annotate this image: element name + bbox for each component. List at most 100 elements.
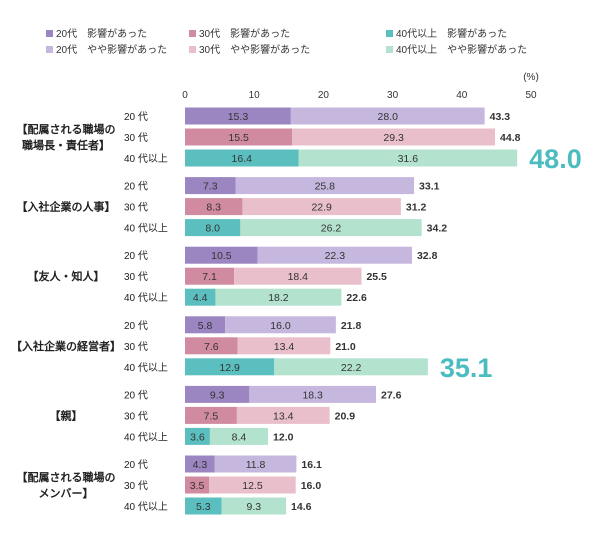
bar-somewhat-label: 13.4 bbox=[274, 341, 295, 353]
age-label: 30 代 bbox=[124, 271, 148, 283]
age-label: 20 代 bbox=[124, 320, 148, 332]
bar-group: 【入社企業の経営者】20 代 5.8 16.0 21.8 30 代 7.6 13.4 21.0… bbox=[11, 316, 492, 383]
bar-affected bbox=[185, 427, 210, 445]
group-label: 【配属される職場の bbox=[17, 470, 116, 484]
bar-affected-label: 5.3 bbox=[196, 501, 211, 513]
bar-somewhat bbox=[298, 149, 518, 167]
bar-affected bbox=[185, 198, 243, 216]
x-tick-label: 50 bbox=[525, 90, 537, 101]
legend: 20代 影響があった 30代 影響があった 40代以上 影響があった 20代 やや影響… bbox=[46, 27, 527, 56]
group-label: 【入社企業の人事】 bbox=[17, 200, 116, 214]
bar-somewhat-label: 28.0 bbox=[378, 111, 399, 123]
bar-affected-label: 10.5 bbox=[211, 250, 232, 262]
legend-swatch bbox=[386, 30, 393, 37]
bar-somewhat-label: 25.8 bbox=[315, 181, 336, 193]
bar-somewhat-label: 29.3 bbox=[383, 132, 404, 144]
total-label: 32.8 bbox=[417, 250, 438, 262]
bar-affected-label: 15.5 bbox=[228, 132, 249, 144]
bar-somewhat-label: 18.2 bbox=[268, 292, 289, 304]
bar-affected bbox=[185, 455, 215, 473]
total-label-highlight: 48.0 bbox=[529, 144, 582, 174]
bar-affected-label: 9.3 bbox=[210, 389, 225, 401]
total-label: 33.1 bbox=[419, 181, 440, 193]
bar-somewhat-label: 13.4 bbox=[273, 410, 294, 422]
bar-affected bbox=[185, 406, 237, 424]
age-label: 40 代以上 bbox=[124, 501, 168, 513]
age-label: 20 代 bbox=[124, 459, 148, 471]
unit-label: (%) bbox=[523, 72, 539, 83]
bar-affected-label: 5.8 bbox=[198, 320, 213, 332]
legend-swatch bbox=[46, 46, 53, 53]
age-label: 40 代以上 bbox=[124, 292, 168, 304]
age-label: 20 代 bbox=[124, 181, 148, 193]
bar-affected-label: 7.1 bbox=[202, 271, 217, 283]
x-tick-label: 40 bbox=[456, 90, 468, 101]
bar-somewhat bbox=[209, 427, 269, 445]
total-label: 34.2 bbox=[427, 223, 448, 235]
total-label: 14.6 bbox=[291, 501, 312, 513]
bar-somewhat bbox=[209, 476, 296, 494]
bar-somewhat bbox=[274, 358, 428, 376]
bar-affected bbox=[185, 288, 216, 306]
bar-affected-label: 4.3 bbox=[193, 459, 208, 471]
bar-group: 【友人・知人】 20 代 10.5 22.3 32.8 30 代 7.1 18.4 25.5 40… bbox=[28, 246, 438, 306]
bar-somewhat bbox=[234, 267, 362, 285]
bar-affected bbox=[185, 497, 222, 515]
group-label: 【友人・知人】 bbox=[28, 269, 105, 283]
age-label: 20 代 bbox=[124, 111, 148, 123]
bar-affected bbox=[185, 177, 236, 195]
bar-somewhat-label: 31.6 bbox=[398, 153, 419, 165]
bar-somewhat bbox=[221, 497, 287, 515]
total-label: 16.1 bbox=[301, 459, 322, 471]
bar-affected bbox=[185, 337, 238, 355]
total-label: 44.8 bbox=[500, 132, 521, 144]
legend-label: 40代以上 やや影響があった bbox=[396, 43, 527, 56]
total-label: 12.0 bbox=[273, 431, 294, 443]
bar-affected bbox=[185, 385, 250, 403]
bar-affected bbox=[185, 246, 258, 264]
total-label: 21.0 bbox=[335, 341, 356, 353]
bar-somewhat-label: 26.2 bbox=[321, 223, 342, 235]
bar-affected-label: 8.3 bbox=[206, 202, 221, 214]
legend-label: 30代 やや影響があった bbox=[199, 43, 310, 56]
bar-somewhat bbox=[242, 198, 401, 216]
age-label: 40 代以上 bbox=[124, 431, 168, 443]
group-label: メンバー】 bbox=[39, 487, 94, 500]
bar-somewhat bbox=[215, 288, 342, 306]
bar-somewhat bbox=[237, 337, 331, 355]
total-label: 43.3 bbox=[490, 111, 511, 123]
bar-somewhat-label: 12.5 bbox=[242, 480, 263, 492]
x-axis: 0 10 20 30 40 50 bbox=[182, 90, 537, 101]
group-label: 【配属される職場の bbox=[17, 122, 116, 136]
age-label: 40 代以上 bbox=[124, 153, 168, 165]
bar-somewhat-label: 11.8 bbox=[246, 459, 266, 471]
group-label: 職場長・責任者】 bbox=[22, 138, 110, 152]
bar-affected-label: 3.5 bbox=[190, 480, 205, 492]
bar-affected-label: 7.6 bbox=[204, 341, 219, 353]
legend-label: 30代 影響があった bbox=[199, 27, 290, 40]
total-label: 21.8 bbox=[341, 320, 362, 332]
total-label: 27.6 bbox=[381, 389, 402, 401]
legend-swatch bbox=[386, 46, 393, 53]
bar-somewhat-label: 22.9 bbox=[311, 202, 332, 214]
bar-affected bbox=[185, 476, 210, 494]
age-label: 20 代 bbox=[124, 250, 148, 262]
bar-affected-label: 3.6 bbox=[190, 431, 205, 443]
legend-label: 40代以上 影響があった bbox=[396, 27, 507, 40]
bar-somewhat bbox=[240, 219, 422, 237]
x-tick-label: 20 bbox=[318, 90, 330, 101]
total-label: 22.6 bbox=[346, 292, 367, 304]
total-label: 25.5 bbox=[366, 271, 387, 283]
age-label: 30 代 bbox=[124, 480, 148, 492]
bar-somewhat bbox=[225, 316, 336, 334]
bar-somewhat-label: 22.3 bbox=[325, 250, 346, 262]
total-label-highlight: 35.1 bbox=[440, 353, 493, 383]
legend-label: 20代 やや影響があった bbox=[56, 43, 167, 56]
total-label: 20.9 bbox=[335, 410, 356, 422]
group-label: 【親】 bbox=[50, 408, 83, 422]
bar-affected-label: 15.3 bbox=[228, 111, 249, 123]
